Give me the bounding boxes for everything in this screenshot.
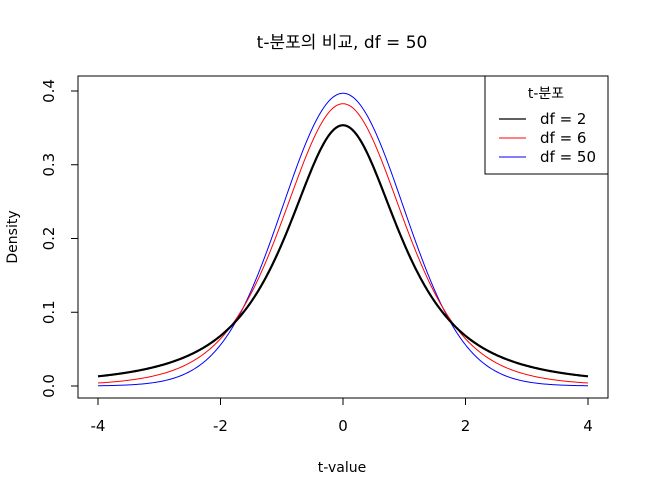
- series-layer: [97, 92, 589, 387]
- y-axis-label: Density: [5, 210, 21, 263]
- x-tick-label: -2: [213, 417, 228, 435]
- legend-title: t-분포: [528, 86, 564, 102]
- series-line-df-2: [97, 124, 589, 378]
- x-tick-label: -4: [91, 417, 106, 435]
- y-tick-label: 0.0: [40, 374, 58, 398]
- y-tick-label: 0.4: [40, 79, 58, 103]
- axes: -4 -2 0 2 4 0.0 0.1 0.2 0.3 0.4: [40, 79, 593, 435]
- x-tick-label: 0: [338, 417, 348, 435]
- x-axis-label: t-value: [318, 460, 366, 476]
- legend-label: df = 50: [540, 148, 596, 166]
- legend-label: df = 2: [540, 110, 586, 128]
- y-tick-label: 0.3: [40, 153, 58, 177]
- x-tick-label: 4: [583, 417, 593, 435]
- legend-box: [484, 75, 609, 175]
- y-tick-label: 0.2: [40, 227, 58, 251]
- legend-label: df = 6: [540, 129, 586, 147]
- series-line-df-50: [97, 92, 589, 387]
- legend: t-분포 df = 2df = 6df = 50: [484, 75, 609, 175]
- chart-title: t-분포의 비교, df = 50: [257, 33, 428, 53]
- x-tick-label: 2: [461, 417, 471, 435]
- legend-items: df = 2df = 6df = 50: [499, 110, 596, 166]
- y-tick-label: 0.1: [40, 300, 58, 324]
- series-line-df-6: [97, 103, 589, 384]
